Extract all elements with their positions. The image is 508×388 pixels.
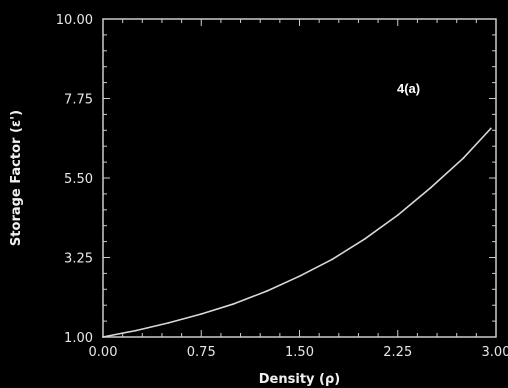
data-point — [134, 329, 137, 332]
y-tick-label: 1.00 — [64, 331, 93, 346]
x-tick-label: 1.50 — [285, 345, 314, 360]
x-tick-label: 2.25 — [383, 345, 412, 360]
x-tick-label: 0.75 — [187, 345, 216, 360]
data-point — [396, 214, 399, 217]
x-tick-label: 0.00 — [89, 345, 118, 360]
plot-frame — [102, 18, 497, 338]
data-point — [364, 237, 366, 240]
panel-annotation: 4(a) — [397, 81, 420, 96]
x-tick-label: 3.00 — [482, 345, 508, 360]
y-tick-label: 5.50 — [64, 172, 93, 187]
y-tick-label: 7.75 — [64, 93, 93, 108]
y-axis-title: Storage Factor (ε') — [9, 110, 24, 246]
data-point — [200, 313, 203, 315]
data-point — [429, 186, 432, 189]
x-axis-title: Density (ρ) — [259, 372, 340, 387]
data-point — [331, 258, 334, 261]
series-line — [102, 127, 492, 338]
y-axis-ticks: 1.00 3.25 5.50 7.75 10.00 — [56, 13, 496, 346]
data-point — [233, 302, 235, 305]
data-point — [298, 275, 301, 278]
x-axis-ticks: 0.00 0.75 1.50 2.25 3.00 — [89, 19, 508, 360]
data-point — [265, 290, 268, 292]
series-layer — [102, 127, 492, 338]
data-point — [102, 336, 104, 338]
plot-border — [102, 18, 497, 338]
y-tick-label: 10.00 — [56, 13, 93, 28]
data-point — [489, 127, 492, 130]
y-tick-label: 3.25 — [64, 252, 93, 267]
data-point — [167, 321, 170, 324]
data-point — [462, 157, 465, 160]
